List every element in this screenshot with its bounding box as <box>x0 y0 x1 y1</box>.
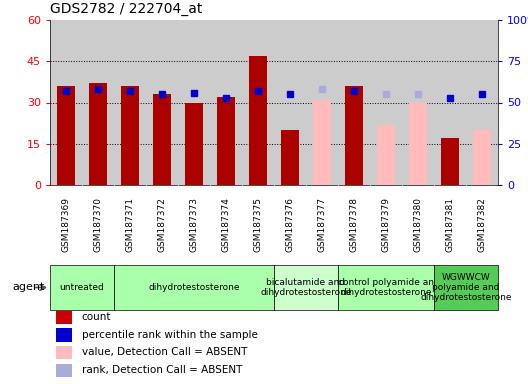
Text: GSM187377: GSM187377 <box>317 197 326 253</box>
Text: untreated: untreated <box>60 283 105 292</box>
Bar <box>345 86 363 185</box>
Text: bicalutamide and
dihydrotestosterone: bicalutamide and dihydrotestosterone <box>260 278 352 297</box>
Text: GSM187374: GSM187374 <box>222 197 231 252</box>
Text: GSM187378: GSM187378 <box>350 197 359 253</box>
Bar <box>50 265 114 310</box>
Text: GSM187373: GSM187373 <box>190 197 199 253</box>
Text: GSM187369: GSM187369 <box>61 197 71 253</box>
Bar <box>56 346 72 359</box>
Bar <box>281 130 299 185</box>
Text: value, Detection Call = ABSENT: value, Detection Call = ABSENT <box>82 347 247 357</box>
Text: GSM187382: GSM187382 <box>477 197 486 252</box>
Bar <box>56 328 72 342</box>
Bar <box>313 100 331 185</box>
Text: GSM187381: GSM187381 <box>446 197 455 253</box>
Text: GSM187376: GSM187376 <box>286 197 295 253</box>
Text: GSM187375: GSM187375 <box>253 197 262 253</box>
Bar <box>121 86 139 185</box>
Text: GSM187380: GSM187380 <box>413 197 422 253</box>
Bar <box>57 86 75 185</box>
Bar <box>185 103 203 185</box>
Bar <box>274 265 338 310</box>
Text: WGWWCW
polyamide and
dihydrotestosterone: WGWWCW polyamide and dihydrotestosterone <box>420 273 512 303</box>
Bar <box>114 265 274 310</box>
Bar <box>217 97 235 185</box>
Text: rank, Detection Call = ABSENT: rank, Detection Call = ABSENT <box>82 365 242 375</box>
Bar <box>338 265 434 310</box>
Bar <box>56 311 72 324</box>
Bar <box>249 56 267 185</box>
Text: percentile rank within the sample: percentile rank within the sample <box>82 330 258 340</box>
Text: agent: agent <box>12 283 45 293</box>
Text: control polyamide an
dihydrotestosterone: control polyamide an dihydrotestosterone <box>338 278 434 297</box>
Bar <box>89 83 107 185</box>
Text: GSM187379: GSM187379 <box>382 197 391 253</box>
Bar <box>56 364 72 377</box>
Bar <box>434 265 498 310</box>
Text: GSM187371: GSM187371 <box>126 197 135 253</box>
Text: GDS2782 / 222704_at: GDS2782 / 222704_at <box>50 2 202 16</box>
Bar <box>473 130 491 185</box>
Bar <box>377 124 395 185</box>
Bar <box>409 103 427 185</box>
Bar <box>153 94 171 185</box>
Bar <box>441 138 459 185</box>
Text: count: count <box>82 312 111 322</box>
Text: GSM187372: GSM187372 <box>157 197 166 252</box>
Text: GSM187370: GSM187370 <box>93 197 102 253</box>
Text: dihydrotestosterone: dihydrotestosterone <box>148 283 240 292</box>
